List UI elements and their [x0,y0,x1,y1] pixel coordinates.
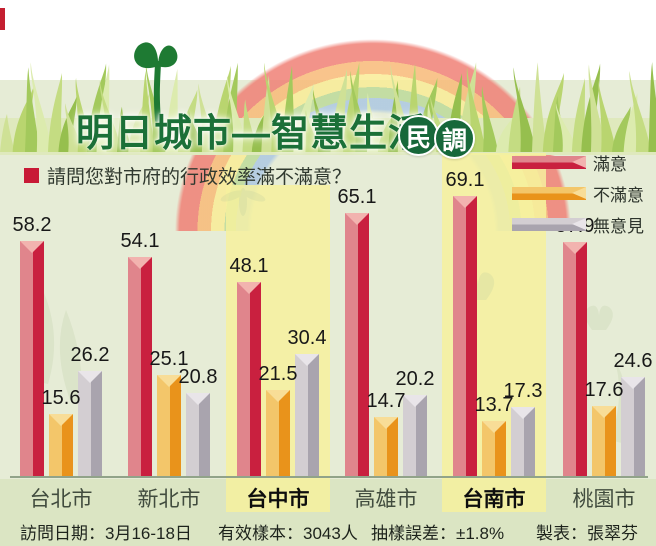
bar-台北市-無意見 [78,371,102,477]
bar-新北市-不滿意 [157,375,181,477]
value-label-桃園市-無意見: 24.6 [613,350,653,372]
bar-top-notch [20,241,44,253]
bar-台北市-滿意 [20,241,44,477]
legend-label-satisfied: 滿意 [593,155,627,174]
bar-高雄市-滿意 [345,213,369,477]
city-label-台北市: 台北市 [29,488,93,511]
legend-item-satisfied: 滿意 [512,150,644,175]
value-label-高雄市-滿意: 65.1 [337,186,377,208]
legend-item-dissatisfied: 不滿意 [512,181,644,206]
bar-top-notch [237,282,261,294]
bar-台南市-滿意 [453,196,477,477]
value-label-高雄市-無意見: 20.2 [395,368,435,390]
value-label-新北市-無意見: 20.8 [178,366,218,388]
bar-新北市-滿意 [128,257,152,477]
footer-credit: 製表：張翠芬 [536,524,638,543]
bar-top-notch [345,213,369,225]
seedling-icon [134,42,178,122]
city-label-台中市: 台中市 [246,488,310,511]
bar-台北市-不滿意 [49,414,73,477]
bar-台南市-不滿意 [482,421,506,477]
poll-badge-char-1: 民 [398,115,439,156]
value-label-台北市-滿意: 58.2 [12,214,52,236]
legend-swatch-arrow-icon [572,156,586,168]
bar-top-notch [374,417,398,429]
value-label-台中市-無意見: 30.4 [287,327,327,349]
chart-legend: 滿意 不滿意 無意見 [512,150,644,243]
background-silhouettes [30,188,630,444]
legend-swatch-arrow-icon [572,218,586,230]
footer-sample-size: 有效樣本：3043人 [218,524,358,543]
value-label-桃園市-不滿意: 17.6 [584,379,624,401]
bar-桃園市-無意見 [621,377,645,477]
legend-swatch-bar [512,156,586,169]
bar-新北市-無意見 [186,393,210,477]
question-bullet-icon [24,168,39,183]
footer-survey-date: 訪問日期：3月16-18日 [20,524,192,543]
value-label-新北市-不滿意: 25.1 [149,348,189,370]
bar-台中市-無意見 [295,354,319,477]
city-label-桃園市: 桃園市 [572,488,636,511]
city-label-台南市: 台南市 [462,488,526,511]
bar-top-notch [128,257,152,269]
question-text: 請問您對市府的行政效率滿不滿意？ [47,167,352,188]
value-label-高雄市-不滿意: 14.7 [366,390,406,412]
legend-swatch-orange [512,187,586,200]
value-label-新北市-滿意: 54.1 [120,230,160,252]
bar-台中市-滿意 [237,282,261,477]
legend-swatch-gray [512,218,586,231]
bar-top-notch [266,390,290,402]
bar-top-notch [482,421,506,433]
value-label-台北市-無意見: 26.2 [70,344,110,366]
bar-高雄市-無意見 [403,395,427,477]
bar-top-notch [621,377,645,389]
bar-top-notch [49,414,73,426]
survey-question: 請問您對市府的行政效率滿不滿意？ [24,162,351,189]
city-label-高雄市: 高雄市 [354,488,418,511]
legend-swatch-arrow-icon [572,187,586,199]
bar-chart: 58.2 15.6 26.2 54.1 25.1 20.8 48.1 21.5 30.4 65.1… [0,150,656,478]
bar-top-notch [453,196,477,208]
bar-桃園市-滿意 [563,242,587,477]
value-label-台中市-不滿意: 21.5 [258,363,298,385]
value-label-台南市-無意見: 17.3 [503,380,543,402]
bar-top-notch [186,393,210,405]
legend-label-no-opinion: 無意見 [593,217,644,236]
legend-swatch-red [512,156,586,169]
legend-label-dissatisfied: 不滿意 [593,186,644,205]
page-edge-mark [0,8,5,30]
poll-badge: 民 調 [398,115,475,159]
footer-margin-error: 抽樣誤差：±1.8% [371,524,505,543]
value-label-台北市-不滿意: 15.6 [41,387,81,409]
legend-item-no-opinion: 無意見 [512,212,644,237]
city-label-新北市: 新北市 [137,488,201,511]
bar-top-notch [403,395,427,407]
bar-top-notch [78,371,102,383]
value-label-台中市-滿意: 48.1 [229,255,269,277]
bar-top-notch [511,407,535,419]
bar-top-notch [592,406,616,418]
poll-badge-char-2: 調 [434,118,475,159]
page-title: 明日城市—智慧生活 [76,113,428,155]
bar-桃園市-不滿意 [592,406,616,477]
bar-top-notch [295,354,319,366]
bar-台南市-無意見 [511,407,535,477]
bar-高雄市-不滿意 [374,417,398,477]
bar-台中市-不滿意 [266,390,290,477]
legend-swatch-bar [512,187,586,200]
bar-top-notch [157,375,181,387]
x-axis-line [10,476,648,478]
value-label-台南市-滿意: 69.1 [445,169,485,191]
legend-swatch-bar [512,218,586,231]
bar-top-notch [563,242,587,254]
value-label-台南市-不滿意: 13.7 [474,394,514,416]
